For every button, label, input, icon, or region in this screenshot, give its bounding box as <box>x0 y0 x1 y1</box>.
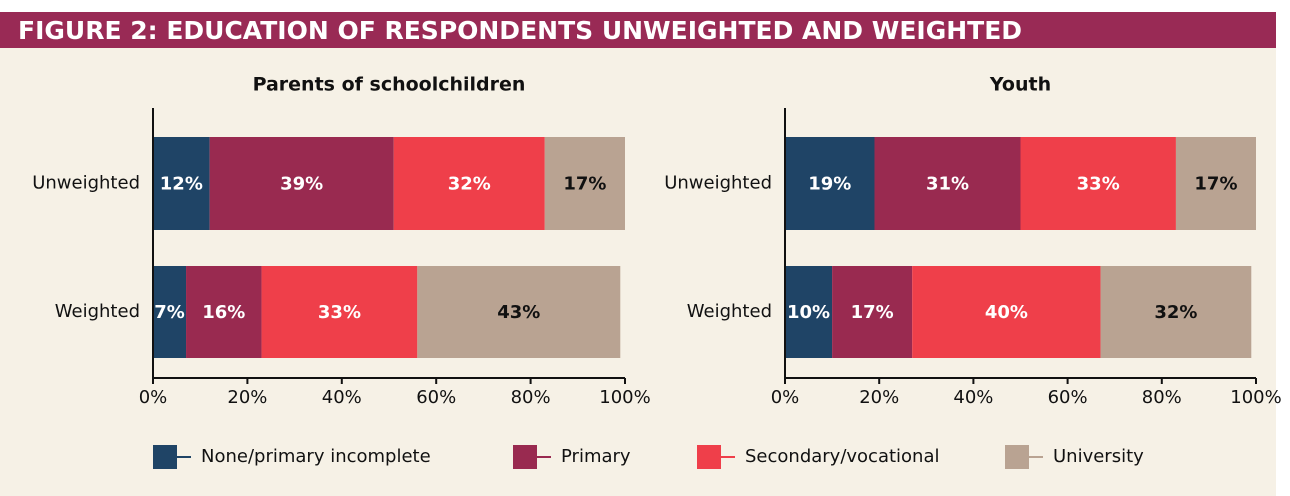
value-label: 31% <box>926 174 969 195</box>
x-tick-label: 60% <box>1048 387 1088 408</box>
value-label: 43% <box>497 302 540 323</box>
legend-label: University <box>1053 446 1144 467</box>
legend-label: Secondary/vocational <box>745 446 940 467</box>
value-label: 33% <box>318 302 361 323</box>
figure-title: FIGURE 2: EDUCATION OF RESPONDENTS UNWEI… <box>18 16 1022 45</box>
category-label: Weighted <box>55 301 140 322</box>
x-tick-label: 40% <box>322 387 362 408</box>
bar-segment <box>261 266 418 358</box>
bar-segment <box>1175 137 1256 230</box>
value-label: 16% <box>202 302 245 323</box>
x-tick-label: 40% <box>953 387 993 408</box>
x-tick-label: 80% <box>511 387 551 408</box>
legend-swatch <box>697 445 721 469</box>
value-label: 32% <box>1154 302 1197 323</box>
legend-label: Primary <box>561 446 631 467</box>
x-tick-label: 20% <box>859 387 899 408</box>
value-label: 19% <box>808 174 851 195</box>
bar-segment <box>1100 266 1252 358</box>
x-tick-label: 100% <box>1230 387 1281 408</box>
chart-title: Parents of schoolchildren <box>253 74 526 96</box>
x-tick-label: 60% <box>416 387 456 408</box>
legend-swatch <box>153 445 177 469</box>
chart-title: Youth <box>989 74 1051 96</box>
legend-swatch <box>513 445 537 469</box>
bar-segment <box>785 137 875 230</box>
bar-segment <box>393 137 545 230</box>
category-label: Unweighted <box>32 173 140 194</box>
bar-segment <box>874 137 1021 230</box>
x-tick-label: 0% <box>771 387 800 408</box>
value-label: 40% <box>985 302 1028 323</box>
value-label: 33% <box>1077 174 1120 195</box>
value-label: 17% <box>851 302 894 323</box>
bar-segment <box>209 137 394 230</box>
header-band <box>0 12 1276 48</box>
bar-segment <box>544 137 625 230</box>
value-label: 12% <box>160 174 203 195</box>
category-label: Unweighted <box>664 173 772 194</box>
bar-segment <box>1020 137 1176 230</box>
value-label: 32% <box>448 174 491 195</box>
bar-segment <box>153 137 210 230</box>
value-label: 10% <box>787 302 830 323</box>
legend-swatch <box>1005 445 1029 469</box>
category-label: Weighted <box>687 301 772 322</box>
bar-segment <box>186 266 262 358</box>
bar-segment <box>417 266 621 358</box>
x-tick-label: 100% <box>599 387 650 408</box>
bar-segment <box>832 266 913 358</box>
x-tick-label: 0% <box>139 387 168 408</box>
legend-label: None/primary incomplete <box>201 446 431 467</box>
x-tick-label: 80% <box>1142 387 1182 408</box>
x-tick-label: 20% <box>227 387 267 408</box>
value-label: 17% <box>563 174 606 195</box>
bar-segment <box>153 266 187 358</box>
bar-segment <box>785 266 833 358</box>
value-label: 7% <box>154 302 185 323</box>
value-label: 17% <box>1194 174 1237 195</box>
bar-segment <box>912 266 1101 358</box>
value-label: 39% <box>280 174 323 195</box>
